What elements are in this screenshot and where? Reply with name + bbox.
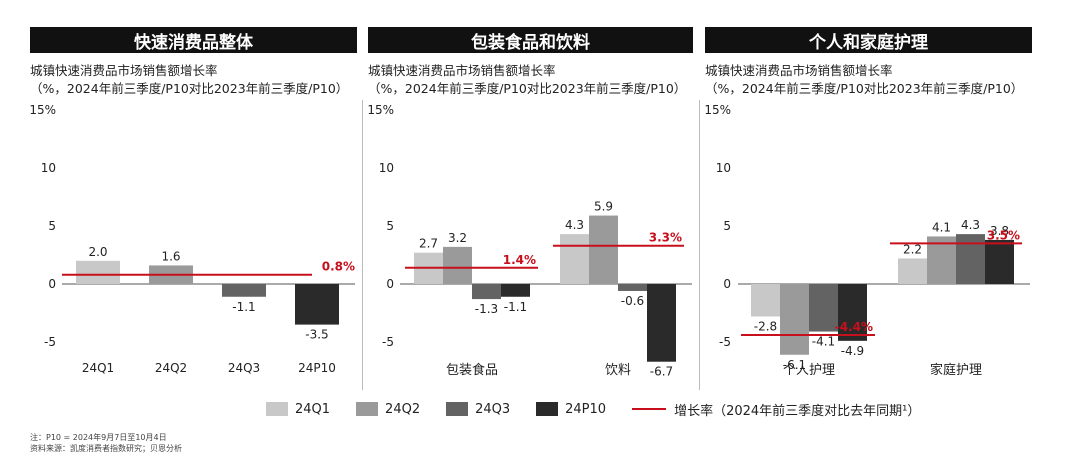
bar — [956, 234, 985, 284]
y-tick-label: 0 — [386, 277, 394, 291]
y-tick-label: 15% — [704, 103, 731, 117]
y-tick-label: 10 — [379, 161, 394, 175]
x-group-label: 家庭护理 — [930, 362, 982, 378]
growth-line-label: 3.5% — [987, 228, 1020, 242]
x-category-label: 24Q1 — [82, 361, 114, 375]
y-tick-label: 10 — [716, 161, 731, 175]
bar — [985, 239, 1014, 284]
subtitle-line1: 城镇快速消费品市场销售额增长率 — [368, 63, 556, 78]
bar — [838, 284, 867, 341]
bar-value-label: -4.9 — [841, 344, 864, 358]
footnote: 注：P10 = 2024年9月7日至10月4日 — [30, 433, 167, 442]
legend-swatch — [536, 402, 559, 416]
x-group-label: 个人护理 — [783, 363, 835, 378]
bar-value-label: -6.1 — [783, 358, 806, 372]
growth-line-label: 1.4% — [503, 253, 536, 267]
subtitle-line1: 城镇快速消费品市场销售额增长率 — [705, 63, 893, 78]
bar-value-label: -4.1 — [812, 335, 835, 349]
bar — [76, 260, 120, 284]
legend-item-growth-line: 增长率（2024年前三季度对比去年同期¹） — [632, 400, 920, 419]
legend-item-24q2: 24Q2 — [356, 402, 420, 417]
subtitle-overall: 城镇快速消费品市场销售额增长率 （%，2024年前三季度/P10对比2023年前… — [30, 62, 348, 98]
bar — [295, 284, 339, 325]
legend-line-swatch — [632, 408, 667, 410]
y-tick-label: 0 — [723, 277, 731, 291]
panel-header-overall: 快速消费品整体 — [30, 27, 357, 53]
legend-item-24p10: 24P10 — [536, 402, 606, 417]
legend-item-24q1: 24Q1 — [266, 402, 330, 417]
bar-value-label: 3.2 — [448, 231, 467, 245]
bar — [472, 284, 501, 300]
subtitle-line2: （%，2024年前三季度/P10对比2023年前三季度/P10） — [368, 81, 687, 96]
y-tick-label: 5 — [723, 219, 731, 233]
bar-value-label: 3.8 — [990, 224, 1009, 238]
growth-line-label: 0.8% — [322, 260, 355, 274]
bar-value-label: -2.8 — [754, 319, 777, 333]
legend-label: 24P10 — [565, 401, 607, 417]
y-tick-label: 15% — [29, 103, 56, 117]
bar-value-label: 5.9 — [594, 200, 613, 214]
bar-value-label: -1.1 — [504, 300, 527, 314]
bar-value-label: 4.3 — [961, 218, 980, 232]
bar-value-label: 2.0 — [88, 245, 107, 259]
bar — [751, 284, 780, 317]
legend-label: 24Q2 — [385, 401, 421, 417]
legend-swatch — [266, 402, 288, 416]
source-note: 资料来源：凯度消费者指数研究；贝恩分析 — [30, 444, 182, 453]
legend-swatch — [446, 402, 469, 416]
x-category-label: 24Q2 — [155, 361, 187, 375]
bar-value-label: -6.7 — [650, 365, 673, 379]
bar-value-label: -1.1 — [232, 300, 255, 314]
y-tick-label: 10 — [41, 161, 56, 175]
panel-divider — [362, 100, 363, 390]
y-tick-label: 5 — [48, 219, 56, 233]
subtitle-food-beverage: 城镇快速消费品市场销售额增长率 （%，2024年前三季度/P10对比2023年前… — [368, 62, 686, 98]
subtitle-line2: （%，2024年前三季度/P10对比2023年前三季度/P10） — [705, 81, 1024, 96]
panel-header-personal-home-care: 个人和家庭护理 — [705, 27, 1032, 53]
subtitle-line2: （%，2024年前三季度/P10对比2023年前三季度/P10） — [30, 81, 349, 96]
bar — [589, 215, 618, 284]
bar-value-label: 4.3 — [565, 218, 584, 232]
bar — [443, 246, 472, 284]
x-category-label: 24P10 — [298, 361, 336, 375]
y-tick-label: -5 — [719, 335, 731, 349]
growth-line-label: 3.3% — [649, 231, 682, 245]
legend-label: 24Q3 — [475, 401, 511, 417]
bar-value-label: 2.2 — [903, 242, 922, 256]
subtitle-personal-home-care: 城镇快速消费品市场销售额增长率 （%，2024年前三季度/P10对比2023年前… — [705, 62, 1023, 98]
subtitle-line1: 城镇快速消费品市场销售额增长率 — [30, 63, 218, 78]
bar-value-label: 4.1 — [932, 220, 951, 234]
y-tick-label: -5 — [44, 335, 56, 349]
legend-item-24q3: 24Q3 — [446, 402, 510, 417]
x-group-label: 饮料 — [605, 363, 631, 378]
x-category-label: 24Q3 — [228, 361, 260, 375]
bar — [222, 284, 266, 297]
bar-value-label: -1.3 — [475, 302, 498, 316]
y-tick-label: 15% — [367, 103, 394, 117]
bar — [560, 234, 589, 284]
bar-value-label: 1.6 — [161, 249, 180, 263]
bar-value-label: 2.7 — [419, 237, 438, 251]
panel-divider — [699, 100, 700, 390]
bar-value-label: -0.6 — [621, 294, 644, 308]
y-tick-label: 0 — [48, 277, 56, 291]
bar — [809, 284, 838, 332]
legend-label: 增长率（2024年前三季度对比去年同期¹） — [674, 403, 921, 419]
bar — [780, 284, 809, 355]
legend-label: 24Q1 — [295, 401, 331, 417]
y-tick-label: 5 — [386, 219, 394, 233]
growth-line-label: -4.4% — [835, 320, 873, 334]
legend-swatch — [356, 402, 379, 416]
legend: 24Q1 24Q2 24Q3 24P10 增长率（2024年前三季度对比去年同期… — [266, 398, 946, 420]
bar — [898, 258, 927, 284]
panel-header-food-beverage: 包装食品和饮料 — [368, 27, 693, 53]
bar — [647, 284, 676, 362]
bar-value-label: -3.5 — [305, 328, 328, 342]
y-tick-label: -5 — [382, 335, 394, 349]
bar — [618, 284, 647, 291]
bar — [501, 284, 530, 297]
x-group-label: 包装食品 — [446, 362, 498, 378]
